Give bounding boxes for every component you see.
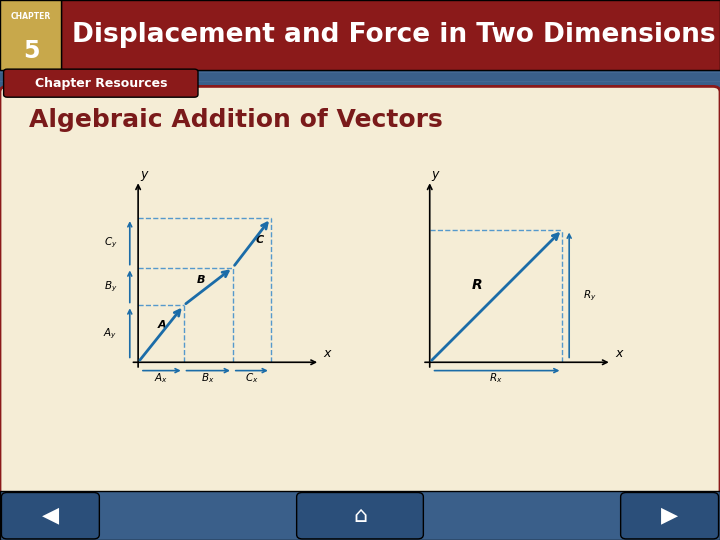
Text: Chapter Resources: Chapter Resources [35, 77, 167, 90]
Text: $A_x$: $A_x$ [154, 371, 168, 385]
Text: R: R [472, 278, 483, 292]
Text: C: C [256, 235, 264, 245]
Text: CHAPTER: CHAPTER [11, 12, 51, 21]
Text: 5: 5 [23, 39, 39, 63]
Text: Algebraic Addition of Vectors: Algebraic Addition of Vectors [29, 108, 443, 132]
Text: y: y [140, 168, 148, 181]
FancyBboxPatch shape [0, 491, 720, 540]
Text: x: x [616, 347, 623, 360]
Text: $B_y$: $B_y$ [104, 279, 117, 294]
Text: $C_y$: $C_y$ [104, 235, 117, 250]
FancyBboxPatch shape [0, 0, 61, 70]
FancyBboxPatch shape [1, 492, 99, 539]
FancyBboxPatch shape [4, 69, 198, 97]
Text: Displacement and Force in Two Dimensions: Displacement and Force in Two Dimensions [72, 22, 716, 48]
Text: $A_y$: $A_y$ [103, 327, 117, 341]
Text: y: y [431, 168, 439, 181]
FancyBboxPatch shape [0, 86, 720, 497]
Text: ◀: ◀ [42, 505, 59, 526]
Text: B: B [197, 275, 205, 285]
Text: A: A [157, 320, 166, 330]
Text: $R_y$: $R_y$ [583, 289, 597, 303]
Text: $C_x$: $C_x$ [245, 371, 258, 385]
FancyBboxPatch shape [297, 492, 423, 539]
Text: $B_x$: $B_x$ [202, 371, 215, 385]
FancyBboxPatch shape [61, 0, 720, 70]
Text: ⌂: ⌂ [353, 505, 367, 526]
Text: $R_x$: $R_x$ [490, 371, 503, 385]
Text: x: x [324, 347, 331, 360]
FancyBboxPatch shape [621, 492, 719, 539]
Text: ▶: ▶ [661, 505, 678, 526]
